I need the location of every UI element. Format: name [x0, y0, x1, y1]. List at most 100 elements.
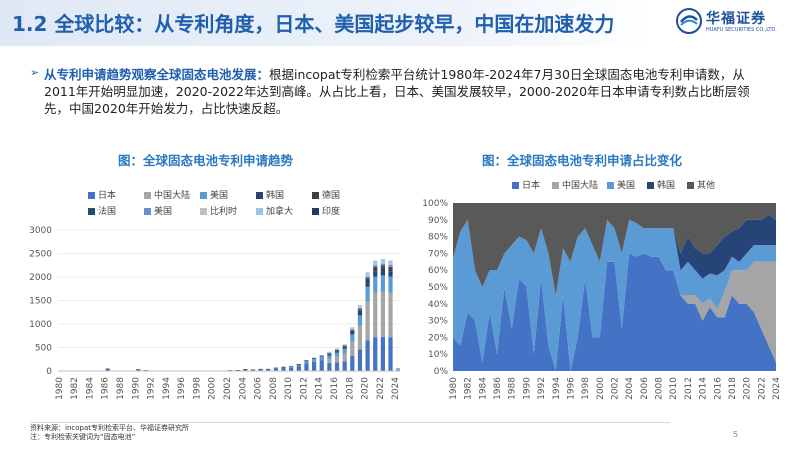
- legend-swatch: [256, 192, 263, 199]
- chart1-bar-segment: [311, 357, 317, 359]
- chart1-bar-segment: [357, 312, 363, 316]
- chart1-bar-segment: [373, 276, 378, 293]
- chart1-bar-segment: [327, 363, 332, 371]
- title-banner: [0, 0, 655, 46]
- chart1-bar-segment: [365, 301, 370, 341]
- legend-swatch: [312, 192, 319, 199]
- chart2-xtick-label: 2014: [699, 377, 709, 400]
- chart2-xtick-label: 1994: [552, 377, 562, 400]
- chart2-ytick-label: 100%: [422, 199, 448, 209]
- chart1-bar-segment: [334, 350, 340, 351]
- legend-label: 美国: [617, 181, 636, 191]
- footer-divider: [30, 422, 670, 423]
- chart1-legend-item: 加拿大: [256, 204, 293, 217]
- chart1-bar-segment: [388, 260, 393, 264]
- chart1-bar-segment: [357, 308, 363, 310]
- footer-source: 资料来源：incopat专利检索平台、华福证券研究所: [30, 424, 189, 432]
- chart1-bar-segment: [342, 347, 347, 349]
- chart1-bar-segment: [350, 334, 355, 342]
- logo-text: 华福证券: [706, 11, 766, 27]
- chart1-bar-segment: [357, 325, 363, 350]
- chart1-xtick-label: 2014: [315, 377, 325, 400]
- chart1-bar-segment: [327, 353, 332, 354]
- legend-label: 德国: [322, 191, 341, 201]
- chart2-ytick-label: 10%: [428, 350, 448, 360]
- chart1-bar-segment: [350, 355, 355, 371]
- legend-label: 比利时: [210, 207, 238, 217]
- chart2-xtick-label: 1992: [537, 377, 547, 400]
- chart1-bar-segment: [396, 368, 400, 371]
- legend-label: 日本: [98, 191, 117, 201]
- chart1-ytick-label: 3000: [29, 226, 52, 236]
- logo-subtext: HUAFU SECURITIES CO.,LTD.: [706, 27, 777, 33]
- chart2-xtick-label: 1982: [464, 377, 474, 400]
- chart1-bar-segment: [365, 272, 370, 275]
- chart1-ytick-label: 500: [35, 344, 52, 354]
- chart1-bar-segment: [342, 346, 347, 347]
- chart1-xtick-label: 1994: [162, 377, 172, 400]
- legend-swatch: [200, 192, 207, 199]
- chart1-bar-segment: [258, 369, 263, 371]
- chart1-bar-segment: [388, 292, 393, 338]
- chart1-legend-item: 美国: [144, 204, 172, 217]
- chart1-bar-segment: [289, 367, 294, 371]
- chart1-bar-segment: [319, 360, 324, 371]
- legend-label: 美国: [154, 207, 173, 217]
- chart1-bar-segment: [350, 332, 355, 335]
- chart2-xtick-label: 2004: [625, 377, 635, 400]
- chart2-xtick-label: 2024: [772, 377, 782, 400]
- chart1-legend: 日本 中国大陆 美国 韩国 德国 法国 美国 比利时 加拿大 印度: [88, 188, 388, 218]
- chart2-xtick-label: 2022: [757, 377, 767, 400]
- chart1-bar-segment: [388, 263, 393, 266]
- chart2-ytick-label: 70%: [428, 249, 448, 259]
- chart1-xtick-label: 2016: [330, 377, 340, 400]
- chart1-bar-segment: [136, 369, 141, 371]
- chart1-xtick-label: 1996: [177, 377, 187, 400]
- chart2-legend-item: 韩国: [647, 178, 675, 191]
- chart1-bar-segment: [311, 358, 317, 362]
- logo-icon: [676, 8, 702, 34]
- chart1-legend-item: 法国: [88, 204, 116, 217]
- chart1-xtick-label: 1992: [147, 377, 157, 400]
- chart1-xtick-label: 2002: [223, 377, 233, 400]
- chart1-bar-segment: [342, 346, 347, 348]
- legend-label: 中国大陆: [562, 181, 599, 191]
- chart1-bar-segment: [380, 267, 385, 270]
- chart1-bar-segment: [319, 356, 324, 361]
- chart1-bar-segment: [273, 368, 278, 371]
- chart1-bar-segment: [281, 366, 286, 368]
- legend-label: 其他: [697, 181, 716, 191]
- chart1-bar-segment: [380, 291, 385, 337]
- chart1-xtick-label: 2000: [208, 377, 218, 400]
- chart1-bar-chart: 0 500 1000 1500 2000 2500 3000 1980 1982 1984 1986…: [29, 226, 400, 400]
- chart1-bar-segment: [350, 327, 355, 329]
- chart1-bar-segment: [373, 265, 378, 267]
- legend-label: 日本: [522, 181, 541, 191]
- legend-swatch: [200, 208, 207, 215]
- chart1-bar-segment: [250, 369, 256, 371]
- chart1-bar-segment: [380, 336, 385, 371]
- legend-swatch: [312, 208, 319, 215]
- chart1-bar-segment: [380, 259, 385, 262]
- page-number: 5: [733, 430, 739, 439]
- chart2-area-美国: [453, 219, 776, 371]
- chart1-bar-segment: [311, 361, 317, 371]
- chart1-bar-segment: [388, 271, 393, 277]
- chart1-bar-segment: [373, 266, 378, 269]
- chart1-ytick-label: 1500: [29, 297, 52, 307]
- chart2-xtick-label: 2020: [743, 377, 753, 400]
- chart1-bar-segment: [105, 369, 110, 371]
- chart2-ytick-label: 90%: [428, 216, 448, 226]
- chart1-bar-segment: [334, 348, 340, 350]
- chart1-bar-segment: [373, 260, 378, 264]
- chart1-bar-segment: [373, 268, 378, 272]
- chart1-xtick-label: 2006: [254, 377, 264, 400]
- legend-swatch: [552, 182, 559, 189]
- chart1-xtick-label: 2022: [376, 377, 386, 400]
- chart1-bar-segment: [342, 344, 347, 346]
- legend-swatch: [144, 208, 151, 215]
- chart1-bar-segment: [311, 358, 317, 359]
- chart1-bar-segment: [388, 337, 393, 371]
- chart1-bar-segment: [380, 265, 385, 268]
- chart1-xtick-label: 1988: [116, 377, 126, 400]
